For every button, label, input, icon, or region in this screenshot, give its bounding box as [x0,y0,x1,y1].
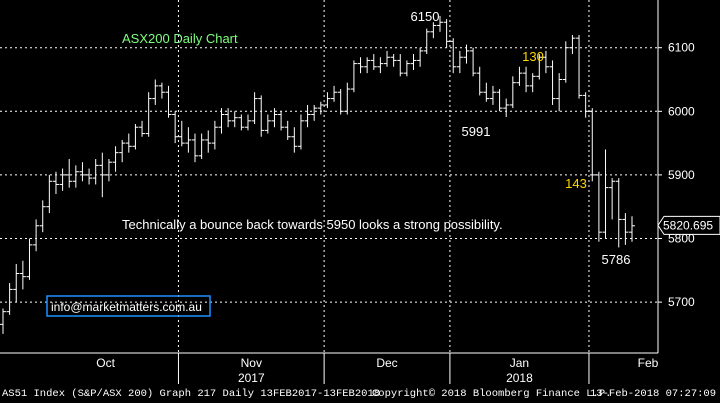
annotation-130: 130 [522,49,544,64]
email-text: info@marketmatters.com.au [51,300,202,314]
y-tick-label: 5900 [668,168,695,182]
annotation-comment: Technically a bounce back towards 5950 l… [122,217,503,232]
footer: AS51 Index (S&P/ASX 200) Graph 217 Daily… [0,385,720,403]
chart-title: ASX200 Daily Chart [122,31,238,46]
x-year-label: 2017 [238,371,265,385]
annotation-low-5786: 5786 [602,252,631,267]
annotation-143: 143 [565,176,587,191]
email-box [46,295,211,317]
footer-timestamp: 13-Feb-2018 07:27:09 [590,388,717,400]
x-month-label: Feb [638,356,659,370]
footer-copyright: Copyright© 2018 Bloomberg Finance L.P. [372,388,612,400]
last-price-label: 5820.695 [663,218,713,232]
x-month-label: Jan [510,356,529,370]
y-tick-label: 5700 [668,295,695,309]
y-tick-label: 6100 [668,41,695,55]
annotation-low-5991: 5991 [462,124,491,139]
x-month-label: Dec [376,356,397,370]
annotation-high-6150: 6150 [411,9,440,24]
ohlc-chart: 5700 5800 5900 6000 6100 Oct Nov Dec Jan Feb 2017 2… [0,0,720,385]
last-price-tag [657,215,720,235]
x-month-label: Nov [241,356,262,370]
y-tick-label: 5800 [668,232,695,246]
x-month-label: Oct [96,356,115,370]
y-tick-label: 6000 [668,104,695,118]
x-year-label: 2018 [506,371,533,385]
footer-index-info: AS51 Index (S&P/ASX 200) Graph 217 Daily… [2,388,381,400]
